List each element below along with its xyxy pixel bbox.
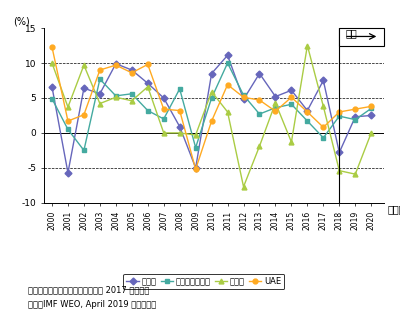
- Text: （年）: （年）: [387, 205, 400, 215]
- Text: 備考：サウジアラビアのみ予測は 2017 年から。: 備考：サウジアラビアのみ予測は 2017 年から。: [28, 285, 149, 295]
- Text: (%): (%): [14, 16, 30, 26]
- Text: 予測: 予測: [346, 29, 358, 39]
- Bar: [339, 28, 384, 46]
- Legend: トルコ, サウジアラビア, イラン, UAE: トルコ, サウジアラビア, イラン, UAE: [123, 274, 284, 290]
- Text: 資料：IMF WEO, April 2019 から作成。: 資料：IMF WEO, April 2019 から作成。: [28, 300, 156, 309]
